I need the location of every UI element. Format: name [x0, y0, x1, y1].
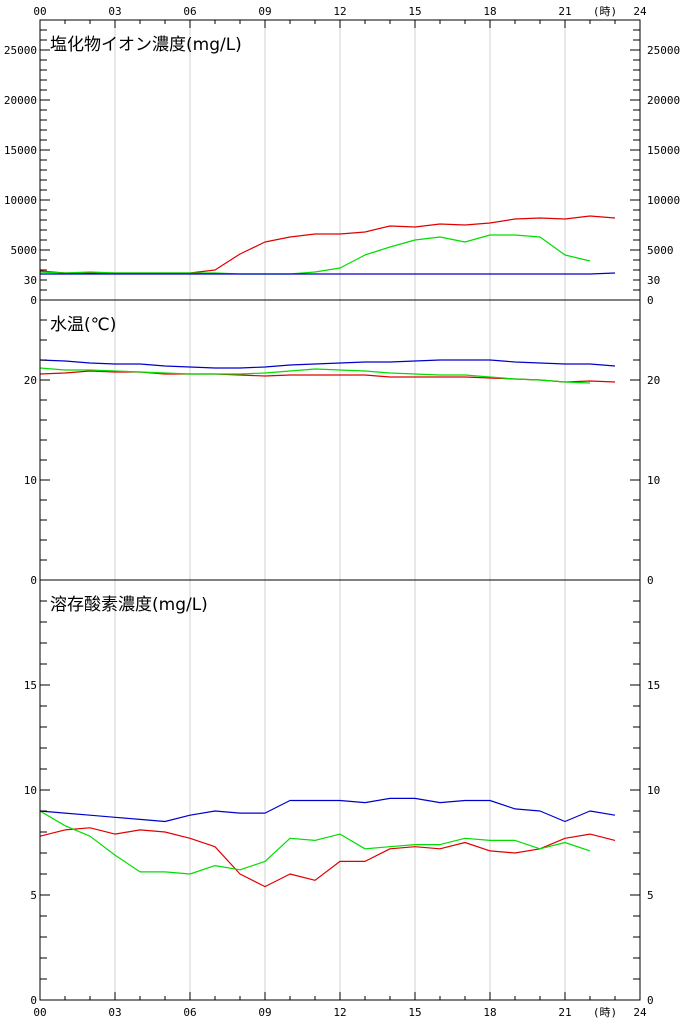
y-tick-label-right: 5000 [647, 244, 674, 257]
y-tick-label-left: 20000 [4, 94, 37, 107]
y-tick-label-right: 20 [647, 374, 660, 387]
grid-layer [114, 20, 566, 1000]
y-tick-label-left: 15000 [4, 144, 37, 157]
y-tick-label-right: 0 [647, 994, 654, 1007]
y-tick-label-left: 10000 [4, 194, 37, 207]
x-tick-label-top: 18 [483, 5, 496, 18]
series-line-blue [39, 797, 616, 823]
x-tick-label-top: 24 [633, 5, 647, 18]
y-tick-label-left: 5 [30, 889, 37, 902]
x-tick-label-bottom: 06 [183, 1006, 196, 1019]
frame-layer [39, 19, 641, 1001]
y-tick-label-left: 0 [30, 574, 37, 587]
x-tick-label-top: 06 [183, 5, 196, 18]
x-unit-label-top: (時) [593, 5, 617, 18]
series-line-red [39, 827, 616, 888]
x-tick-label-top: 15 [408, 5, 421, 18]
x-tick-label-top: 00 [33, 5, 46, 18]
y-tick-label-left: 0 [30, 994, 37, 1007]
y-tick-label-left: 25000 [4, 44, 37, 57]
y-tick-label-left: 10 [24, 474, 37, 487]
y-tick-label-right: 15 [647, 679, 660, 692]
y-tick-label-left: 5000 [11, 244, 38, 257]
y-tick-label-left: 20 [24, 374, 37, 387]
x-tick-label-top: 12 [333, 5, 346, 18]
series-line-green [39, 234, 591, 275]
x-tick-label-bottom: 15 [408, 1006, 421, 1019]
y-tick-label-right: 10000 [647, 194, 680, 207]
y-tick-label-right: 0 [647, 574, 654, 587]
series-line-blue [40, 272, 616, 275]
x-tick-label-bottom: 09 [258, 1006, 271, 1019]
y-tick-label-right: 0 [647, 294, 654, 307]
x-tick-label-bottom: 24 [633, 1006, 647, 1019]
series-line-green [39, 810, 591, 875]
y-tick-label-left: 0 [30, 294, 37, 307]
y-tick-label-right: 30 [647, 274, 660, 287]
panel-title: 水温(℃) [50, 315, 116, 335]
x-tick-label-bottom: 12 [333, 1006, 346, 1019]
y-tick-label-right: 20000 [647, 94, 680, 107]
x-tick-label-top: 09 [258, 5, 271, 18]
y-tick-label-right: 10 [647, 784, 660, 797]
y-tick-label-right: 5 [647, 889, 654, 902]
x-tick-label-top: 03 [108, 5, 121, 18]
x-tick-label-bottom: 18 [483, 1006, 496, 1019]
y-tick-label-right: 15000 [647, 144, 680, 157]
y-tick-label-right: 25000 [647, 44, 680, 57]
y-tick-label-left: 10 [24, 784, 37, 797]
series-line-green [39, 367, 591, 384]
panel-title: 溶存酸素濃度(mg/L) [50, 595, 208, 615]
y-tick-label-right: 10 [647, 474, 660, 487]
y-tick-label-left: 15 [24, 679, 37, 692]
x-tick-label-bottom: 21 [558, 1006, 571, 1019]
x-unit-label-bottom: (時) [593, 1006, 617, 1019]
x-tick-label-bottom: 03 [108, 1006, 121, 1019]
x-tick-label-bottom: 00 [33, 1006, 46, 1019]
y-tick-label-left: 30 [24, 274, 37, 287]
panel-title: 塩化物イオン濃度(mg/L) [50, 35, 242, 55]
series-line-blue [39, 359, 616, 369]
x-tick-label-top: 21 [558, 5, 571, 18]
series-layer [39, 215, 616, 888]
